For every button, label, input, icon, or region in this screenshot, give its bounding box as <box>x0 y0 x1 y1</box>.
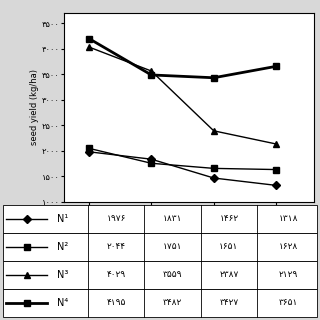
Text: N¹: N¹ <box>57 214 68 224</box>
Text: ۲۳۸۷: ۲۳۸۷ <box>219 270 239 279</box>
Text: N²: N² <box>57 242 68 252</box>
Text: ۱۳۱۸: ۱۳۱۸ <box>279 214 298 223</box>
Text: ۱۶۵۱: ۱۶۵۱ <box>219 242 239 251</box>
Text: ۲۰۴۴: ۲۰۴۴ <box>107 242 125 251</box>
Text: ۱۶۲۸: ۱۶۲۸ <box>279 242 298 251</box>
Y-axis label: seed yield (kg/ha): seed yield (kg/ha) <box>30 69 39 145</box>
Bar <box>3 261 317 289</box>
Bar <box>3 233 317 261</box>
Text: ۳۵۵۹: ۳۵۵۹ <box>163 270 182 279</box>
Bar <box>3 205 317 233</box>
Bar <box>3 289 317 317</box>
Text: ۴۰۲۹: ۴۰۲۹ <box>107 270 126 279</box>
Text: ۱۷۵۱: ۱۷۵۱ <box>163 242 182 251</box>
Text: ۱۸۳۱: ۱۸۳۱ <box>163 214 182 223</box>
Text: ۱۹۷۶: ۱۹۷۶ <box>107 214 126 223</box>
Text: ۲۱۲۹: ۲۱۲۹ <box>279 270 298 279</box>
Text: N⁴: N⁴ <box>57 298 68 308</box>
Text: N³: N³ <box>57 270 68 280</box>
Text: ۱۴۶۲: ۱۴۶۲ <box>220 214 238 223</box>
Text: ۳۶۵۱: ۳۶۵۱ <box>279 298 298 307</box>
Text: ۳۴۸۲: ۳۴۸۲ <box>163 298 182 307</box>
Text: ۴۱۹۵: ۴۱۹۵ <box>107 298 126 307</box>
Text: ۳۴۲۷: ۳۴۲۷ <box>220 298 239 307</box>
